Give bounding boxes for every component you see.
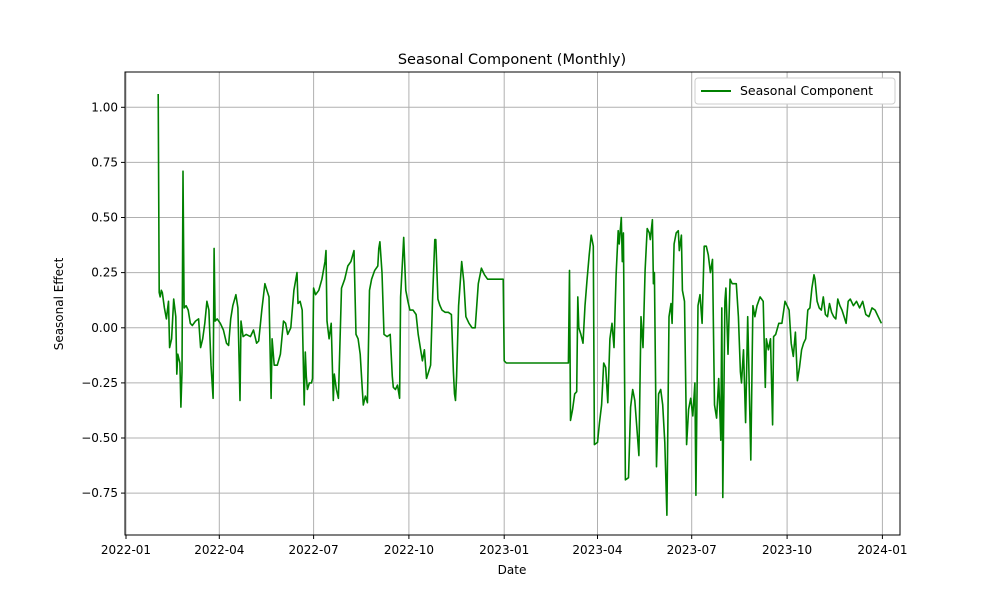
axis-ticks: 2022-01 2022-04 2022-07 2022-10 2023-01 2023-… bbox=[81, 100, 907, 557]
x-axis-label: Date bbox=[498, 563, 527, 577]
x-tick-label: 2023-07 bbox=[667, 543, 717, 557]
x-tick-label: 2024-01 bbox=[857, 543, 907, 557]
legend-box bbox=[694, 77, 896, 105]
x-tick-label: 2022-10 bbox=[384, 543, 434, 557]
y-tick-label: 1.00 bbox=[91, 100, 118, 114]
plot-frame bbox=[124, 71, 901, 536]
y-tick-label: −0.75 bbox=[81, 486, 118, 500]
y-axis-label: Seasonal Effect bbox=[52, 257, 66, 350]
grid-lines bbox=[125, 72, 900, 535]
legend: Seasonal Component bbox=[694, 77, 896, 105]
chart-title: Seasonal Component (Monthly) bbox=[398, 52, 626, 68]
series-layer bbox=[157, 93, 883, 516]
legend-label-seasonal-component: Seasonal Component bbox=[740, 83, 873, 98]
y-tick-label: 0.00 bbox=[91, 321, 118, 335]
x-tick-label: 2022-07 bbox=[289, 543, 339, 557]
x-tick-label: 2022-01 bbox=[101, 543, 151, 557]
series-line-seasonal-component bbox=[157, 93, 883, 516]
y-tick-label: 0.50 bbox=[91, 211, 118, 225]
x-tick-label: 2023-10 bbox=[762, 543, 812, 557]
y-tick-label: 0.25 bbox=[91, 266, 118, 280]
y-tick-label: −0.50 bbox=[81, 431, 118, 445]
x-tick-label: 2023-04 bbox=[572, 543, 622, 557]
x-tick-label: 2022-04 bbox=[194, 543, 244, 557]
x-tick-label: 2023-01 bbox=[479, 543, 529, 557]
y-tick-label: −0.25 bbox=[81, 376, 118, 390]
y-tick-label: 0.75 bbox=[91, 155, 118, 169]
